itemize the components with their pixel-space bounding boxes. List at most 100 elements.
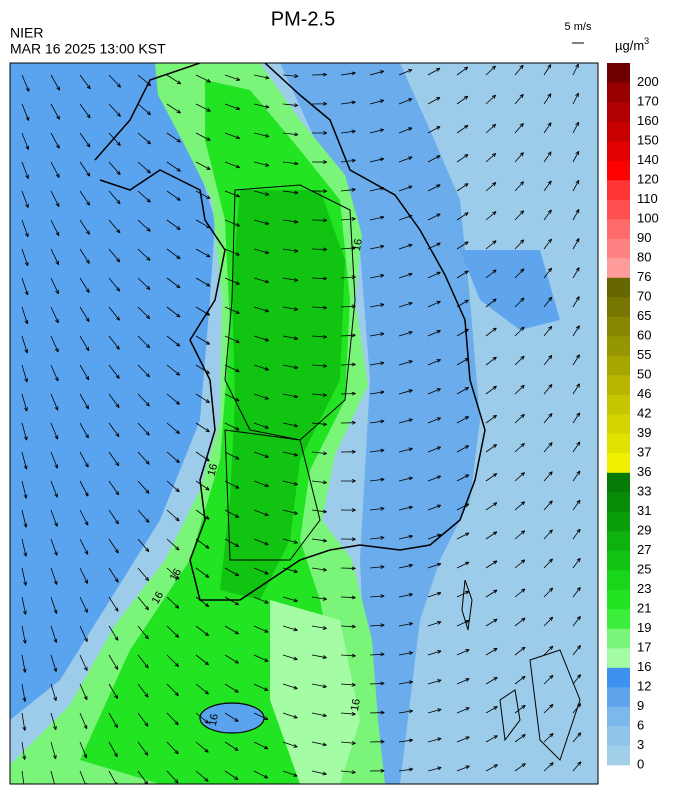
wind-arrow (340, 653, 356, 658)
wind-arrow (485, 676, 498, 685)
colorbar-segment (607, 375, 630, 395)
wind-arrow (79, 132, 91, 148)
colorbar-label: 12 (637, 678, 651, 693)
wind-arrow (543, 180, 552, 192)
wind-arrow (572, 703, 582, 714)
wind-arrow (21, 480, 28, 499)
wind-arrow (543, 238, 552, 250)
wind-arrow (253, 654, 269, 662)
wind-arrow (427, 621, 442, 627)
wind-arrow (543, 209, 552, 221)
wind-arrow (572, 121, 580, 134)
colorbar-label: 70 (637, 288, 651, 303)
wind-arrow (311, 189, 328, 194)
wind-arrow (224, 306, 240, 314)
colorbar-label: 9 (637, 698, 644, 713)
wind-arrow (108, 335, 120, 350)
wind-arrow (543, 151, 552, 163)
wind-arrow (485, 152, 497, 163)
wind-arrow (369, 652, 385, 657)
wind-arrow (137, 190, 151, 203)
wind-arrow (427, 271, 441, 279)
legend-unit-sup: 3 (644, 36, 649, 46)
wind-arrow (340, 246, 356, 250)
wind-arrow (369, 594, 385, 599)
wind-arrow (427, 126, 441, 134)
colorbar-label: 110 (637, 191, 658, 206)
wind-arrow (572, 238, 580, 250)
wind-arrow (166, 248, 181, 260)
wind-arrow (398, 69, 413, 76)
wind-arrow (79, 480, 89, 497)
wind-arrow (137, 74, 152, 87)
wind-arrow (514, 152, 524, 163)
wind-arrow (224, 625, 239, 635)
province-borders (224, 184, 356, 561)
wind-arrow (543, 674, 554, 685)
wind-arrow (253, 596, 269, 604)
wind-arrow (543, 645, 554, 656)
wind-arrow (137, 538, 150, 553)
colorbar-segment (607, 414, 630, 434)
wind-arrow (514, 413, 525, 424)
wind-arrow (311, 741, 327, 747)
wind-arrow (485, 647, 498, 656)
contour-label: 16 (351, 238, 365, 252)
wind-arrow (195, 567, 210, 578)
wind-arrow (79, 451, 89, 468)
contour-label: 16 (206, 463, 221, 478)
wind-arrow (166, 683, 179, 697)
wind-arrow (485, 764, 498, 772)
wind-arrow (166, 770, 179, 784)
wind-arrow (50, 509, 58, 527)
wind-arrow (166, 277, 181, 289)
wind-arrow (427, 679, 442, 685)
wind-arrow (572, 325, 580, 337)
wind-arrow (108, 451, 120, 467)
wind-arrow (543, 296, 553, 308)
wind-arrow (514, 472, 525, 482)
wind-arrow (485, 531, 498, 540)
colorbar-label: 80 (637, 249, 651, 264)
wind-arrow (79, 306, 90, 323)
wind-arrow (340, 770, 356, 775)
wind-arrow (166, 625, 180, 638)
wind-arrow (137, 277, 151, 290)
wind-arrow (50, 770, 56, 784)
wind-arrows (21, 63, 582, 784)
wind-arrow (224, 422, 240, 431)
wind-arrow (456, 678, 470, 685)
wind-arrow (369, 477, 385, 482)
wind-arrow (311, 625, 327, 630)
wind-arrow (21, 74, 30, 92)
wind-arrow (369, 565, 385, 569)
wind-arrow (543, 354, 553, 366)
wind-arrow (572, 674, 582, 685)
wind-arrow (50, 219, 60, 237)
wind-arrow (137, 451, 150, 465)
contour-label: 16 (349, 698, 363, 712)
wind-arrow (427, 504, 442, 511)
wind-arrow (108, 625, 119, 641)
legend-unit-text: µg/m (615, 38, 644, 53)
wind-arrow (50, 132, 60, 149)
wind-arrow (253, 422, 269, 429)
wind-arrow (340, 333, 356, 338)
wind-arrow (398, 185, 413, 192)
wind-arrow (456, 445, 470, 453)
wind-arrow (195, 132, 211, 141)
wind-arrow (195, 596, 210, 608)
wind-arrow (50, 567, 58, 585)
wind-arrow (21, 364, 28, 383)
wind-arrow (108, 480, 120, 496)
wind-arrow (427, 388, 441, 395)
wind-arrow (514, 530, 526, 540)
wind-arrow (543, 471, 553, 482)
wind-arrow (108, 364, 120, 379)
colorbar-label: 19 (637, 620, 651, 635)
wind-arrow (543, 558, 553, 569)
wind-arrow (50, 712, 57, 731)
wind-arrow (166, 364, 181, 376)
wind-arrow (253, 393, 269, 400)
